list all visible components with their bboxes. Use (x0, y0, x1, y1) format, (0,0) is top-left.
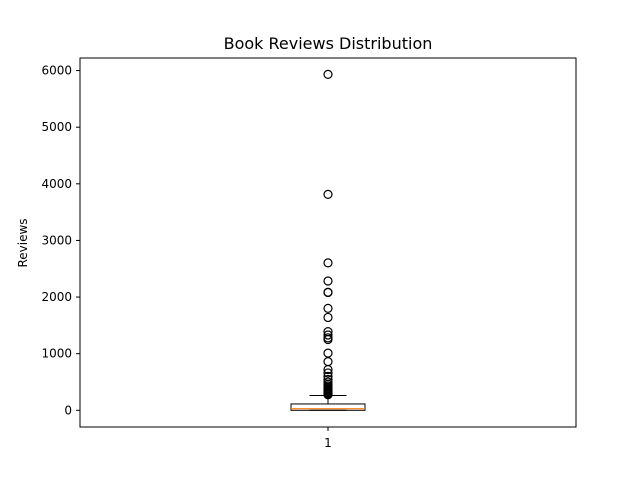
outlier-point (323, 189, 333, 200)
x-tick-label: 1 (324, 436, 332, 450)
y-tick-label: 0 (64, 403, 72, 417)
outlier-point (323, 312, 333, 323)
outlier-point (323, 357, 333, 367)
y-tick-label: 1000 (41, 347, 72, 361)
y-tick-label: 4000 (41, 177, 72, 191)
outlier-point (323, 69, 333, 79)
y-axis-label: Reviews (16, 218, 30, 267)
outlier-point (323, 258, 333, 268)
y-tick-label: 6000 (41, 64, 72, 78)
outlier-point (323, 287, 333, 298)
outlier-point (323, 368, 333, 378)
y-tick-label: 5000 (41, 120, 72, 134)
outlier-point (323, 276, 333, 286)
outlier-point (323, 330, 333, 340)
outlier-point (323, 334, 333, 345)
outlier-point (323, 390, 333, 400)
y-tick-label: 3000 (41, 233, 72, 247)
plot-frame (79, 57, 577, 428)
outlier-point (323, 303, 333, 313)
outlier-point (323, 348, 333, 358)
plot-area: 0 1000 2000 3000 4000 5000 6000 1 (41, 64, 366, 450)
y-tick-label: 2000 (41, 290, 72, 304)
box-iqr (290, 403, 366, 411)
outlier-point (323, 364, 333, 375)
chart-title: Book Reviews Distribution (224, 34, 433, 53)
